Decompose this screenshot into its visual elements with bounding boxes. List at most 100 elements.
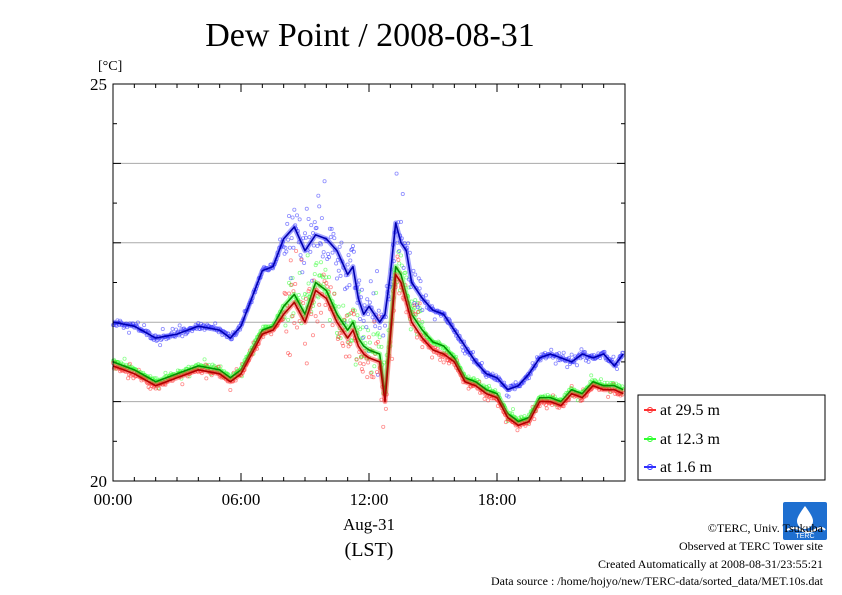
data-point (416, 276, 421, 281)
data-point (368, 370, 373, 375)
data-point (301, 301, 306, 306)
data-point (394, 171, 399, 176)
data-point (336, 304, 341, 309)
data-point (406, 241, 411, 246)
data-point (341, 303, 346, 308)
data-point (323, 302, 328, 307)
legend-label-29-5m: at 29.5 m (660, 402, 721, 419)
data-point (335, 336, 340, 341)
legend-label-1-6m: at 1.6 m (660, 459, 713, 476)
data-point (294, 248, 299, 253)
data-point (396, 220, 401, 225)
data-point (199, 371, 204, 376)
data-point (314, 261, 319, 266)
data-point (372, 318, 377, 323)
data-point (430, 304, 435, 309)
data-point (309, 309, 314, 314)
data-point (482, 396, 487, 401)
data-point (219, 329, 224, 334)
data-point (404, 275, 409, 280)
data-point (553, 361, 558, 366)
data-point (284, 329, 289, 334)
data-point (398, 253, 403, 258)
data-point (148, 374, 153, 379)
data-point (583, 350, 588, 355)
data-point (148, 386, 153, 391)
data-point (481, 368, 486, 373)
data-point (323, 267, 328, 272)
data-point (368, 279, 373, 284)
data-point (293, 282, 298, 287)
data-point (420, 345, 425, 350)
data-point (580, 355, 585, 360)
data-point (573, 354, 578, 359)
data-point (300, 270, 305, 275)
data-point (579, 347, 584, 352)
data-point (418, 279, 423, 284)
data-point (602, 380, 607, 385)
data-point (297, 319, 302, 324)
data-point (360, 336, 365, 341)
data-point (350, 325, 355, 330)
data-point (303, 235, 308, 240)
data-point (408, 285, 413, 290)
data-point (296, 293, 301, 298)
data-point (358, 295, 363, 300)
legend-box (637, 394, 826, 481)
chart-title: Dew Point / 2008-08-31 (205, 17, 535, 54)
data-point (310, 278, 315, 283)
data-point (318, 242, 323, 247)
data-point (308, 249, 313, 254)
data-point (305, 253, 310, 258)
data-point (335, 257, 340, 262)
data-point (363, 341, 368, 346)
data-point (375, 331, 380, 336)
data-point (204, 376, 209, 381)
data-point (510, 382, 515, 387)
data-point (280, 317, 285, 322)
data-point (383, 406, 388, 411)
data-point (313, 263, 318, 268)
data-point (406, 285, 411, 290)
data-point (407, 250, 412, 255)
data-point (616, 383, 621, 388)
data-point (326, 275, 331, 280)
data-point (505, 388, 510, 393)
data-point (327, 317, 332, 322)
data-point (557, 351, 562, 356)
data-point (404, 310, 409, 315)
data-point (416, 317, 421, 322)
data-point (344, 285, 349, 290)
data-point (567, 355, 572, 360)
data-point (310, 231, 315, 236)
data-point (312, 220, 317, 225)
data-point (322, 179, 327, 184)
data-point (326, 255, 331, 260)
data-point (395, 254, 400, 259)
data-point (302, 341, 307, 346)
data-point (286, 291, 291, 296)
data-point (615, 366, 620, 371)
data-point (316, 193, 321, 198)
data-point (306, 281, 311, 286)
data-point (414, 335, 419, 340)
scatter-points (111, 171, 626, 433)
data-point (357, 278, 362, 283)
data-point (362, 348, 367, 353)
data-point (311, 278, 316, 283)
data-point (561, 404, 566, 409)
data-point (336, 334, 341, 339)
data-point (503, 420, 508, 425)
data-point (190, 329, 195, 334)
data-point (339, 330, 344, 335)
data-point (318, 260, 323, 265)
data-point (409, 299, 414, 304)
data-point (301, 236, 306, 241)
data-point (170, 326, 175, 331)
x-tick-label-0600: 06:00 (222, 490, 261, 509)
data-point (332, 236, 337, 241)
data-point (502, 380, 507, 385)
data-point (286, 237, 291, 242)
data-point (135, 320, 140, 325)
data-point (294, 213, 299, 218)
